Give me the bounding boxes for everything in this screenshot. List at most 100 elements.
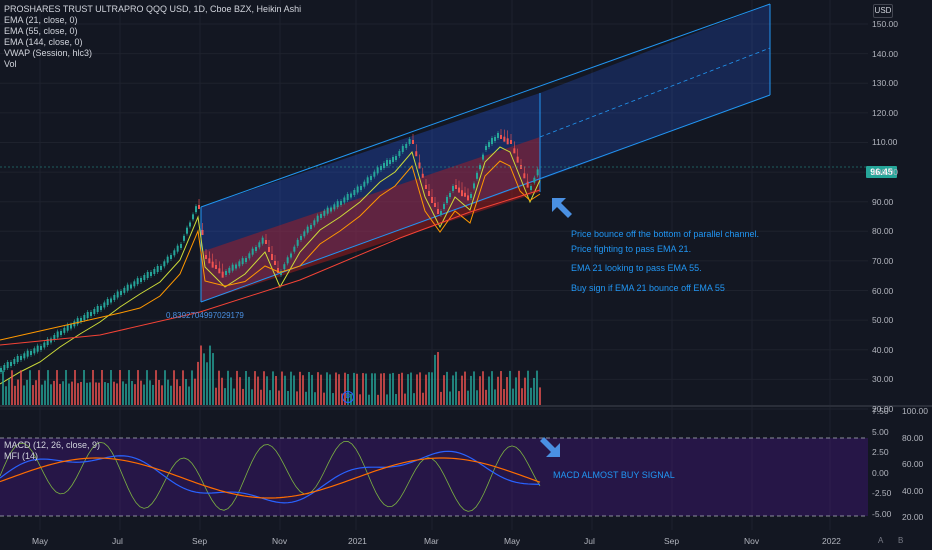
volume-bar: [506, 377, 508, 405]
legend-macd[interactable]: MACD (12, 26, close, 9): [4, 440, 101, 450]
volume-bar: [359, 394, 361, 405]
legend-vwap[interactable]: VWAP (Session, hlc3): [4, 48, 93, 58]
volume-bar: [452, 375, 454, 405]
volume-bar: [317, 372, 319, 405]
legend-mfi[interactable]: MFI (14): [4, 451, 39, 461]
volume-bar: [527, 370, 529, 405]
time-tick: Nov: [272, 536, 288, 546]
volume-bar: [83, 370, 85, 405]
price-axis[interactable]: 150.00 140.00 130.00 120.00 110.00 100.00 90.0…: [870, 0, 900, 530]
volume-bar: [41, 384, 43, 405]
volume-bar: [470, 375, 472, 405]
volume-bar: [233, 388, 235, 405]
legend-ema21[interactable]: EMA (21, close, 0): [4, 15, 78, 25]
current-price-tag: 96.45: [866, 166, 897, 178]
mfi-tick: 20.00: [902, 512, 924, 522]
volume-bar: [95, 382, 97, 405]
candle: [467, 195, 469, 201]
mfi-axis[interactable]: 100.00 80.00 60.00 40.00 20.00: [902, 0, 932, 530]
symbol-title[interactable]: PROSHARES TRUST ULTRAPRO QQQ USD, 1D, Cb…: [4, 4, 302, 14]
volume-bar: [224, 388, 226, 405]
volume-bar: [128, 370, 130, 405]
volume-bar: [230, 377, 232, 405]
volume-bar: [104, 382, 106, 405]
volume-bar: [170, 385, 172, 405]
volume-bar: [488, 376, 490, 405]
volume-bar: [518, 370, 520, 405]
volume-bar: [494, 389, 496, 405]
volume-bar: [293, 375, 295, 405]
volume-bar: [185, 378, 187, 405]
legend-volume[interactable]: Vol: [4, 59, 17, 69]
price-tick: 130.00: [872, 78, 898, 89]
legend-ema144[interactable]: EMA (144, close, 0): [4, 37, 83, 47]
volume-bar: [389, 373, 391, 405]
volume-bar: [473, 371, 475, 405]
candle: [503, 136, 506, 142]
volume-bar: [464, 371, 466, 405]
volume-bar: [257, 376, 259, 405]
volume-bar: [515, 377, 517, 405]
time-tick: Mar: [424, 536, 439, 546]
candle: [526, 181, 529, 188]
volume-bar: [482, 371, 484, 405]
volume-bar: [332, 393, 334, 405]
volume-bar: [8, 379, 10, 405]
volume-bar: [530, 387, 532, 405]
volume-bar: [344, 372, 346, 405]
volume-bar: [149, 380, 151, 405]
volume-bar: [248, 376, 250, 405]
macd-note: MACD ALMOST BUY SIGNAL: [553, 470, 675, 480]
price-tick: 20.00: [872, 404, 894, 414]
volume-bar: [47, 370, 49, 405]
volume-bar: [338, 374, 340, 405]
main-legend: PROSHARES TRUST ULTRAPRO QQQ USD, 1D, Cb…: [4, 4, 301, 70]
volume-bar: [32, 385, 34, 405]
volume-bar: [206, 362, 208, 405]
candle: [211, 261, 214, 268]
auto-scale-button[interactable]: A: [878, 536, 884, 545]
candle: [461, 190, 463, 197]
volume-bar: [188, 386, 190, 405]
price-tick: 150.00: [872, 19, 898, 29]
volume-bar: [458, 391, 460, 405]
volume-bar: [173, 370, 175, 405]
volume-bar: [227, 370, 229, 405]
dividend-badge[interactable]: D: [342, 391, 354, 403]
macd-tick: -2.50: [872, 488, 892, 498]
volume-bar: [401, 372, 403, 405]
volume-bar: [152, 384, 154, 405]
volume-bar: [278, 390, 280, 405]
volume-bar: [44, 380, 46, 405]
legend-ema55[interactable]: EMA (55, close, 0): [4, 26, 78, 36]
time-axis[interactable]: May Jul Sep Nov 2021 Mar May Jul Sep Nov 2022: [0, 532, 932, 550]
candle: [218, 268, 221, 274]
volume-bar: [290, 371, 292, 405]
volume-bar: [326, 372, 328, 405]
volume-bar: [65, 370, 67, 405]
volume-bar: [92, 370, 94, 405]
volume-bar: [443, 375, 445, 405]
volume-bar: [155, 370, 157, 405]
log-scale-button[interactable]: B: [898, 536, 904, 545]
candle: [431, 197, 433, 203]
volume-bar: [203, 353, 205, 405]
volume-bar: [107, 383, 109, 405]
time-tick: Jul: [584, 536, 595, 546]
volume-bar: [503, 389, 505, 405]
volume-bar: [77, 383, 79, 405]
candle: [208, 258, 211, 264]
volume-bar: [20, 370, 22, 405]
channel-lower-fill: [201, 137, 540, 302]
volume-bar: [2, 370, 4, 405]
volume-bar: [53, 380, 55, 405]
volume-bar: [110, 370, 112, 405]
channel-top-line: [200, 3, 771, 208]
volume-bar: [11, 370, 13, 405]
currency-badge[interactable]: USD: [873, 4, 893, 18]
price-tick: 40.00: [872, 344, 894, 355]
volume-bar: [29, 370, 31, 405]
ema55-line: [0, 160, 541, 341]
volume-bar: [287, 390, 289, 405]
